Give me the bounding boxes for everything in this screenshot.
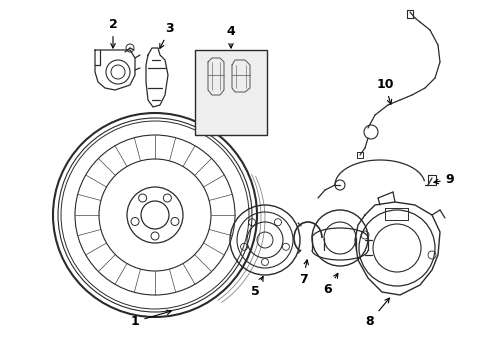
Text: 8: 8 (365, 298, 388, 328)
Text: 2: 2 (108, 18, 117, 48)
Text: 6: 6 (323, 274, 337, 296)
Text: 3: 3 (160, 22, 174, 48)
Text: 10: 10 (375, 78, 393, 104)
Text: 1: 1 (130, 310, 171, 328)
Text: 4: 4 (226, 25, 235, 48)
Text: 5: 5 (250, 276, 263, 298)
Text: 9: 9 (433, 173, 453, 186)
Bar (195, 50, 266, 135)
Text: 7: 7 (298, 260, 308, 286)
